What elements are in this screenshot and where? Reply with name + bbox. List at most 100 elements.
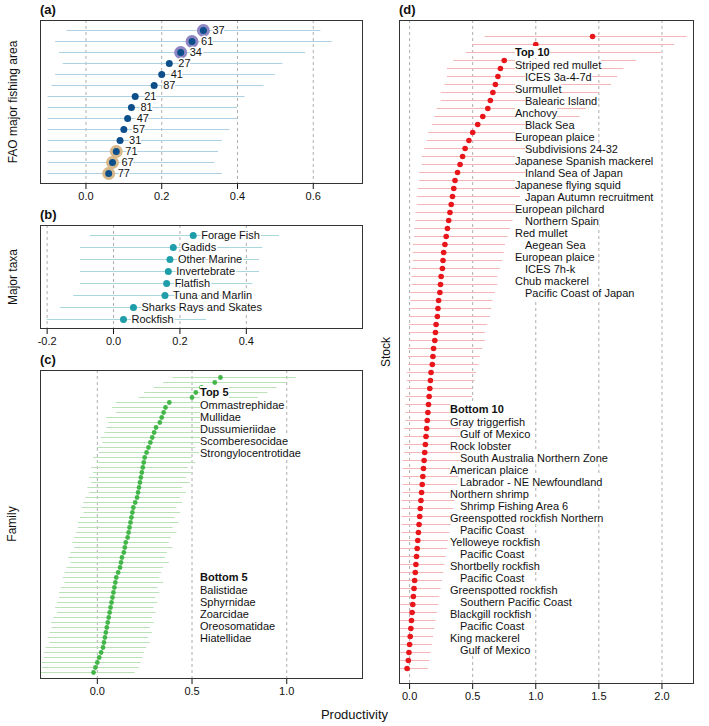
svg-text:0.4: 0.4 <box>230 190 245 202</box>
html-text:King mackerel: King mackerel <box>450 632 520 644</box>
html-text:ICES 7h-k: ICES 7h-k <box>525 263 576 275</box>
svg-text:71: 71 <box>125 145 138 157</box>
html-text:Pacific Coast: Pacific Coast <box>460 548 525 560</box>
svg-text:0.6: 0.6 <box>306 190 321 202</box>
html-text:Major taxa: Major taxa <box>5 248 19 305</box>
html-text:Dussumieriidae: Dussumieriidae <box>200 423 276 435</box>
svg-text:0.2: 0.2 <box>172 335 187 347</box>
svg-text:Tuna and Marlin: Tuna and Marlin <box>173 289 252 301</box>
html-text:Top 10: Top 10 <box>515 46 550 58</box>
html-text:Pacific Coast of Japan: Pacific Coast of Japan <box>525 287 635 299</box>
svg-text:34: 34 <box>190 46 202 58</box>
svg-text:47: 47 <box>136 112 149 124</box>
html-text:European plaice: European plaice <box>515 251 595 263</box>
svg-text:Flatfish: Flatfish <box>175 277 210 289</box>
html-text:Greenspotted rockfish: Greenspotted rockfish <box>450 584 558 596</box>
svg-text:41: 41 <box>170 68 183 80</box>
html-text:Bottom 10: Bottom 10 <box>450 403 504 415</box>
html-text:Japanese Spanish mackerel: Japanese Spanish mackerel <box>515 155 654 167</box>
html-text:(a): (a) <box>40 2 56 17</box>
html-text:Surmullet: Surmullet <box>515 83 562 95</box>
html-text:Shortbelly rockfish: Shortbelly rockfish <box>450 560 540 572</box>
html-text:Productivity: Productivity <box>320 707 389 722</box>
svg-text:0.0: 0.0 <box>90 685 105 697</box>
svg-text:27: 27 <box>178 57 191 69</box>
html-text:Strongylocentrotidae: Strongylocentrotidae <box>200 447 301 459</box>
html-text:Pacific Coast: Pacific Coast <box>460 524 525 536</box>
svg-text:0.0: 0.0 <box>402 690 417 702</box>
html-text:Sphyrnidae: Sphyrnidae <box>200 596 256 608</box>
html-text:Family: Family <box>5 506 19 542</box>
html-text:European pilchard: European pilchard <box>515 203 605 215</box>
html-text:Shrimp Fishing Area 6: Shrimp Fishing Area 6 <box>460 500 569 512</box>
html-text:Balistidae: Balistidae <box>200 584 248 596</box>
html-text:Oreosomatidae: Oreosomatidae <box>200 620 276 632</box>
html-text:Zoarcidae: Zoarcidae <box>200 608 249 620</box>
html-text:American plaice: American plaice <box>450 464 529 476</box>
svg-text:37: 37 <box>212 24 224 36</box>
html-text:Labrador - NE Newfoundland: Labrador - NE Newfoundland <box>460 476 603 488</box>
html-text:Hiatellidae: Hiatellidae <box>200 632 252 644</box>
svg-text:Sharks Rays and Skates: Sharks Rays and Skates <box>141 301 262 313</box>
html-text:Yelloweye rockfish: Yelloweye rockfish <box>450 536 541 548</box>
svg-text:0.2: 0.2 <box>154 190 169 202</box>
html-text:Inland Sea of Japan: Inland Sea of Japan <box>525 167 623 179</box>
svg-text:1.5: 1.5 <box>591 690 606 702</box>
html-text:Subdivisions 24-32: Subdivisions 24-32 <box>525 143 618 155</box>
svg-text:Rockfish: Rockfish <box>131 313 173 325</box>
html-text:(b): (b) <box>40 207 57 222</box>
svg-text:0.0: 0.0 <box>78 190 93 202</box>
svg-text:Invertebrate: Invertebrate <box>176 265 235 277</box>
svg-text:77: 77 <box>118 167 130 179</box>
svg-text:0.5: 0.5 <box>184 685 199 697</box>
html-text:Striped red mullet: Striped red mullet <box>515 59 602 71</box>
html-text:South Australia Northern Zone: South Australia Northern Zone <box>460 452 608 464</box>
svg-text:1.0: 1.0 <box>528 690 543 702</box>
html-text:Anchovy: Anchovy <box>515 107 558 119</box>
html-text:Balearic Island: Balearic Island <box>525 95 598 107</box>
html-text:Stock: Stock <box>378 336 392 367</box>
html-text:ICES 3a-4-7d: ICES 3a-4-7d <box>525 71 592 83</box>
html-text:Pacific Coast: Pacific Coast <box>460 620 525 632</box>
html-text:Ommastrephidae: Ommastrephidae <box>200 399 285 411</box>
html-text:Black Sea: Black Sea <box>525 119 575 131</box>
html-text:Red mullet: Red mullet <box>515 227 568 239</box>
html-text:Chub mackerel: Chub mackerel <box>515 275 589 287</box>
svg-text:Other Marine: Other Marine <box>178 253 242 265</box>
svg-text:-0.2: -0.2 <box>38 335 57 347</box>
html-text:Gulf of Mexico: Gulf of Mexico <box>460 428 531 440</box>
html-text:Southern Pacific Coast: Southern Pacific Coast <box>460 596 572 608</box>
svg-text:67: 67 <box>121 156 134 168</box>
svg-text:0.4: 0.4 <box>239 335 254 347</box>
svg-text:Gadids: Gadids <box>181 241 216 253</box>
html-text:Aegean Sea: Aegean Sea <box>525 239 586 251</box>
svg-text:2.0: 2.0 <box>654 690 669 702</box>
html-text:Bottom 5: Bottom 5 <box>200 571 248 583</box>
html-text:Top 5: Top 5 <box>200 386 229 398</box>
html-text:Pacific Coast: Pacific Coast <box>460 572 525 584</box>
html-text:Mullidae: Mullidae <box>200 411 241 423</box>
svg-text:61: 61 <box>201 35 213 47</box>
html-text:European plaice: European plaice <box>515 131 595 143</box>
html-text:Gray triggerfish: Gray triggerfish <box>450 416 526 428</box>
html-text:(c): (c) <box>40 352 56 367</box>
svg-text:57: 57 <box>132 123 146 135</box>
svg-text:0.0: 0.0 <box>106 335 121 347</box>
svg-text:Forage Fish: Forage Fish <box>201 229 260 241</box>
svg-text:31: 31 <box>129 134 142 146</box>
html-text:Northern shrimp: Northern shrimp <box>450 488 529 500</box>
html-text:FAO major fishing area: FAO major fishing area <box>5 40 19 163</box>
html-text:Greenspotted rockfish Northern: Greenspotted rockfish Northern <box>450 512 604 524</box>
svg-text:87: 87 <box>163 79 175 91</box>
html-text:Japanese flying squid: Japanese flying squid <box>515 179 621 191</box>
html-text:Rock lobster: Rock lobster <box>450 440 512 452</box>
html-text:(d): (d) <box>399 2 416 17</box>
svg-text:21: 21 <box>144 90 157 102</box>
html-text:Northern Spain: Northern Spain <box>525 215 599 227</box>
html-text:Blackgill rockfish: Blackgill rockfish <box>450 608 532 620</box>
html-text:Scomberesocidae: Scomberesocidae <box>200 435 289 447</box>
svg-text:1.0: 1.0 <box>279 685 294 697</box>
html-text:Japan Autumn recruitment: Japan Autumn recruitment <box>525 191 654 203</box>
svg-text:0.5: 0.5 <box>465 690 480 702</box>
svg-text:81: 81 <box>140 101 153 113</box>
